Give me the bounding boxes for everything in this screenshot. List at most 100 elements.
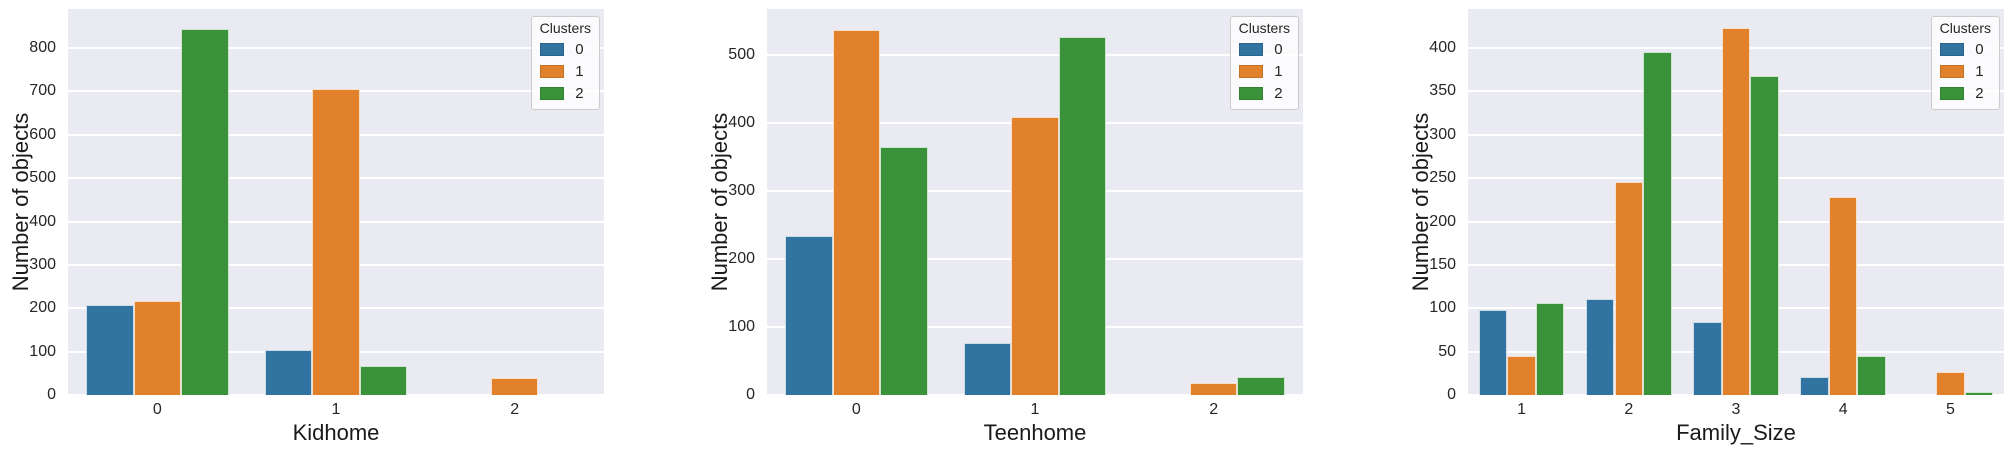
y-tick-label: 0	[1447, 386, 1456, 403]
bar	[133, 300, 182, 395]
y-tick-label: 300	[1429, 125, 1456, 143]
x-tick-label: 0	[851, 401, 861, 418]
x-tick-label: 2	[510, 401, 520, 418]
y-tick-label: 100	[1429, 299, 1456, 317]
legend-label: 0	[575, 41, 584, 58]
bar	[963, 342, 1012, 395]
x-tick-label: 2	[1209, 401, 1219, 418]
legend-row: 2	[1939, 85, 1991, 102]
x-axis-label: Teenhome	[983, 420, 1087, 445]
y-tick-label: 500	[29, 169, 56, 187]
bar	[1693, 322, 1722, 395]
y-tick-label: 100	[29, 342, 56, 360]
legend-row: 1	[1238, 63, 1290, 80]
bar	[359, 365, 408, 395]
y-tick-label: 0	[47, 386, 56, 403]
legend-swatch-icon	[1238, 43, 1263, 56]
legend-label: 0	[1975, 41, 1984, 58]
y-tick-label: 300	[728, 182, 755, 200]
bar	[1507, 355, 1536, 395]
y-tick-label: 0	[746, 386, 755, 403]
bar	[1614, 182, 1644, 395]
x-tick-label: 3	[1731, 401, 1741, 418]
legend: Clusters 0 1 2	[530, 16, 600, 110]
legend-row: 2	[1238, 85, 1290, 102]
legend: Clusters 0 1 2	[1930, 16, 2000, 110]
y-tick-label: 50	[1438, 342, 1456, 360]
gridline	[68, 47, 604, 50]
y-tick-label: 250	[1429, 169, 1456, 187]
bar	[181, 28, 229, 395]
legend-swatch-icon	[1939, 65, 1964, 78]
y-tick-label: 100	[728, 318, 755, 336]
x-tick-label: 2	[1624, 401, 1634, 418]
plot-area: Clusters 0 1 2	[68, 9, 604, 395]
legend-row: 1	[1939, 63, 1991, 80]
legend-label: 1	[575, 63, 584, 80]
y-tick-label: 150	[1429, 255, 1456, 273]
bar	[1011, 117, 1059, 395]
bar	[1585, 298, 1615, 395]
bar	[1643, 52, 1672, 395]
x-tick-label: 4	[1838, 401, 1848, 418]
x-axis-label: Family_Size	[1676, 420, 1796, 445]
legend-label: 0	[1274, 41, 1283, 58]
bar	[1535, 303, 1565, 395]
legend-swatch-icon	[1939, 87, 1964, 100]
legend-row: 2	[539, 85, 591, 102]
bar	[1237, 376, 1286, 395]
bar	[1750, 75, 1779, 395]
legend-swatch-icon	[1939, 43, 1964, 56]
bar	[1800, 376, 1829, 395]
y-tick-label: 300	[29, 255, 56, 273]
legend-row: 0	[539, 41, 591, 58]
legend-swatch-icon	[539, 65, 564, 78]
y-tick-label: 500	[728, 46, 755, 64]
bar	[1189, 382, 1238, 395]
y-tick-label: 350	[1429, 82, 1456, 100]
legend-label: 2	[1975, 85, 1984, 102]
legend-title: Clusters	[1939, 20, 1991, 36]
x-tick-label: 1	[1517, 401, 1527, 418]
legend-title: Clusters	[539, 20, 591, 36]
bar	[1964, 392, 1994, 395]
bar	[85, 305, 134, 395]
y-tick-label: 400	[728, 114, 755, 132]
bar	[784, 235, 833, 395]
bar	[1857, 355, 1887, 395]
legend-swatch-icon	[1238, 87, 1263, 100]
y-tick-label: 200	[29, 299, 56, 317]
y-tick-label: 800	[29, 39, 56, 57]
x-tick-label: 1	[1030, 401, 1040, 418]
legend-label: 1	[1975, 63, 1984, 80]
y-tick-label: 400	[29, 212, 56, 230]
legend-row: 1	[539, 63, 591, 80]
y-tick-label: 600	[29, 125, 56, 143]
y-tick-label: 700	[29, 82, 56, 100]
y-tick-label: 200	[1429, 212, 1456, 230]
x-tick-label: 1	[331, 401, 341, 418]
bar	[490, 377, 539, 395]
x-tick-label: 0	[152, 401, 162, 418]
legend-label: 1	[1274, 63, 1283, 80]
y-tick-label: 200	[728, 250, 755, 268]
bar	[1828, 197, 1858, 395]
legend-row: 0	[1238, 41, 1290, 58]
legend-label: 2	[575, 85, 584, 102]
bar	[1058, 36, 1107, 395]
legend: Clusters 0 1 2	[1229, 16, 1299, 110]
bar	[1478, 309, 1508, 395]
legend-label: 2	[1274, 85, 1283, 102]
x-tick-label: 5	[1945, 401, 1955, 418]
y-tick-label: 400	[1429, 39, 1456, 57]
legend-title: Clusters	[1238, 20, 1290, 36]
bar	[264, 350, 313, 395]
legend-swatch-icon	[539, 87, 564, 100]
x-axis-label: Kidhome	[292, 420, 380, 445]
gridline	[767, 54, 1303, 57]
bar	[880, 146, 928, 395]
legend-swatch-icon	[1238, 65, 1263, 78]
